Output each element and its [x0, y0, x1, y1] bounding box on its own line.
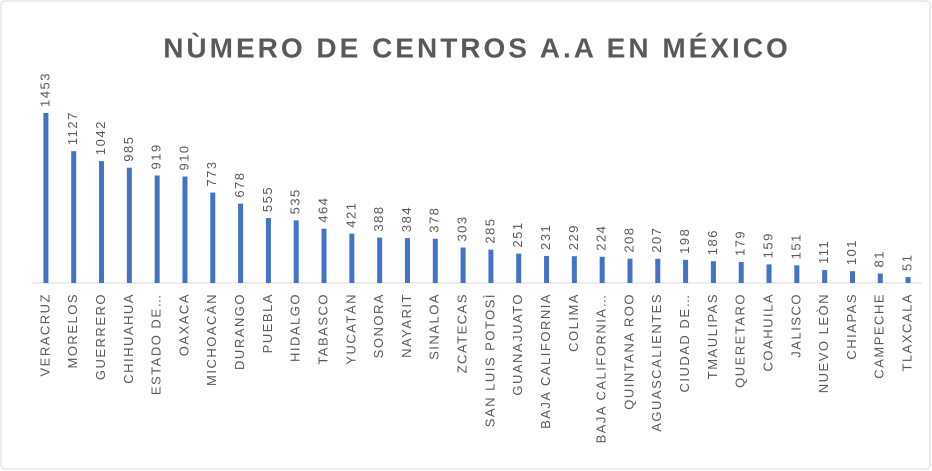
- data-label: 388: [371, 205, 386, 231]
- bar: [683, 259, 689, 283]
- x-tick-label: VERACRUZ: [37, 293, 52, 377]
- x-tick-label: ZCATECAS: [455, 293, 470, 373]
- data-label: 555: [260, 186, 275, 212]
- data-label: 229: [566, 224, 581, 250]
- x-tick-label: CIUDAD DE…: [677, 293, 692, 393]
- x-tick-label: ESTADO DE…: [149, 293, 164, 395]
- x-tick-label: SONORA: [371, 293, 386, 358]
- data-label: 81: [872, 250, 887, 267]
- x-tick-label: MICHOACÀN: [204, 293, 219, 386]
- data-label: 910: [176, 144, 191, 170]
- data-label: 1453: [37, 72, 52, 107]
- bar: [43, 113, 49, 283]
- bar: [404, 238, 410, 283]
- bar: [321, 228, 327, 283]
- x-tick-label: JALISCO: [788, 293, 803, 358]
- bar: [460, 247, 466, 283]
- x-tick-label: TLAXCALA: [900, 293, 915, 371]
- x-tick-label: CAMPECHE: [872, 293, 887, 379]
- data-label: 678: [232, 171, 247, 197]
- data-label: 251: [510, 221, 525, 247]
- data-label: 421: [343, 202, 358, 228]
- bar: [822, 270, 828, 283]
- bar: [349, 233, 355, 283]
- x-tick-label: PUEBLA: [260, 293, 275, 353]
- x-tick-label: BAJA CALIFORNIA…: [594, 293, 609, 443]
- x-tick-label: AGUASCALIENTES: [649, 293, 664, 432]
- x-tick-label: YUCATÀN: [343, 293, 358, 365]
- x-tick-label: SAN LUIS POTOSÌ: [482, 293, 497, 427]
- x-tick-label: CHIHUAHUA: [121, 293, 136, 384]
- x-tick-label: NAYARIT: [399, 293, 414, 358]
- data-label: 1042: [93, 120, 108, 155]
- data-label: 1127: [65, 111, 80, 145]
- bar: [126, 167, 132, 283]
- x-tick-label: HIDALGO: [288, 293, 303, 362]
- data-label: 208: [621, 226, 636, 252]
- x-tick-label: OAXACA: [176, 293, 191, 356]
- x-tick-label: DURANGO: [232, 293, 247, 370]
- data-label: 224: [594, 225, 609, 251]
- data-label: 198: [677, 228, 692, 254]
- x-tick-label: CHIAPAS: [844, 293, 859, 360]
- bar: [794, 265, 800, 283]
- data-label: 101: [844, 239, 859, 265]
- x-tick-label: QUERETARO: [733, 293, 748, 388]
- chart-title: NÙMERO DE CENTROS A.A EN MÉXICO: [163, 32, 791, 63]
- x-tick-label: COLIMA: [566, 293, 581, 352]
- x-tick-label: GUERRERO: [93, 293, 108, 380]
- bar: [877, 273, 883, 283]
- bar: [905, 277, 911, 283]
- data-label: 111: [816, 240, 831, 264]
- x-tick-label: NUEVO LEÒN: [816, 293, 831, 393]
- data-label: 159: [760, 232, 775, 258]
- data-label: 179: [733, 230, 748, 256]
- bar: [293, 220, 299, 283]
- bar: [599, 256, 605, 283]
- x-tick-label: MORELOS: [65, 293, 80, 369]
- data-label: 985: [121, 136, 136, 162]
- data-label: 151: [788, 233, 803, 259]
- bar: [655, 258, 661, 283]
- bar: [154, 175, 160, 283]
- bar: [849, 271, 855, 283]
- bar: [210, 192, 216, 283]
- data-label: 464: [315, 197, 330, 223]
- x-tick-label: GUANAJUATO: [510, 293, 525, 396]
- x-tick-label: COAHUILA: [760, 293, 775, 371]
- x-tick-label: TMAULIPAS: [705, 293, 720, 379]
- bar: [265, 218, 271, 283]
- x-tick-label: BAJA CALIFORNIA: [538, 293, 553, 429]
- bar: [182, 176, 188, 283]
- bar: [627, 258, 633, 283]
- data-label: 207: [649, 227, 664, 253]
- data-label: 186: [705, 229, 720, 255]
- x-tick-label: QUINTANA ROO: [621, 293, 636, 410]
- bar: [571, 256, 577, 283]
- data-label: 51: [900, 254, 915, 271]
- x-tick-label: TABASCO: [315, 293, 330, 365]
- data-label: 303: [455, 215, 470, 241]
- bar: [710, 261, 716, 283]
- bar: [766, 264, 772, 283]
- x-tick-label: SINALOA: [427, 293, 442, 360]
- data-label: 773: [204, 160, 219, 186]
- bar: [99, 161, 105, 283]
- data-label: 231: [538, 224, 553, 250]
- data-label: 535: [288, 188, 303, 214]
- bar: [544, 255, 550, 283]
- data-label: 919: [149, 143, 164, 169]
- bar: [516, 253, 522, 283]
- bar: [432, 238, 438, 283]
- data-label: 378: [427, 207, 442, 233]
- bar: [488, 249, 494, 283]
- data-label: 384: [399, 206, 414, 232]
- bar: [377, 237, 383, 283]
- bar: [71, 151, 77, 283]
- data-label: 285: [482, 217, 497, 243]
- bar: [238, 203, 244, 283]
- bar: [738, 262, 744, 283]
